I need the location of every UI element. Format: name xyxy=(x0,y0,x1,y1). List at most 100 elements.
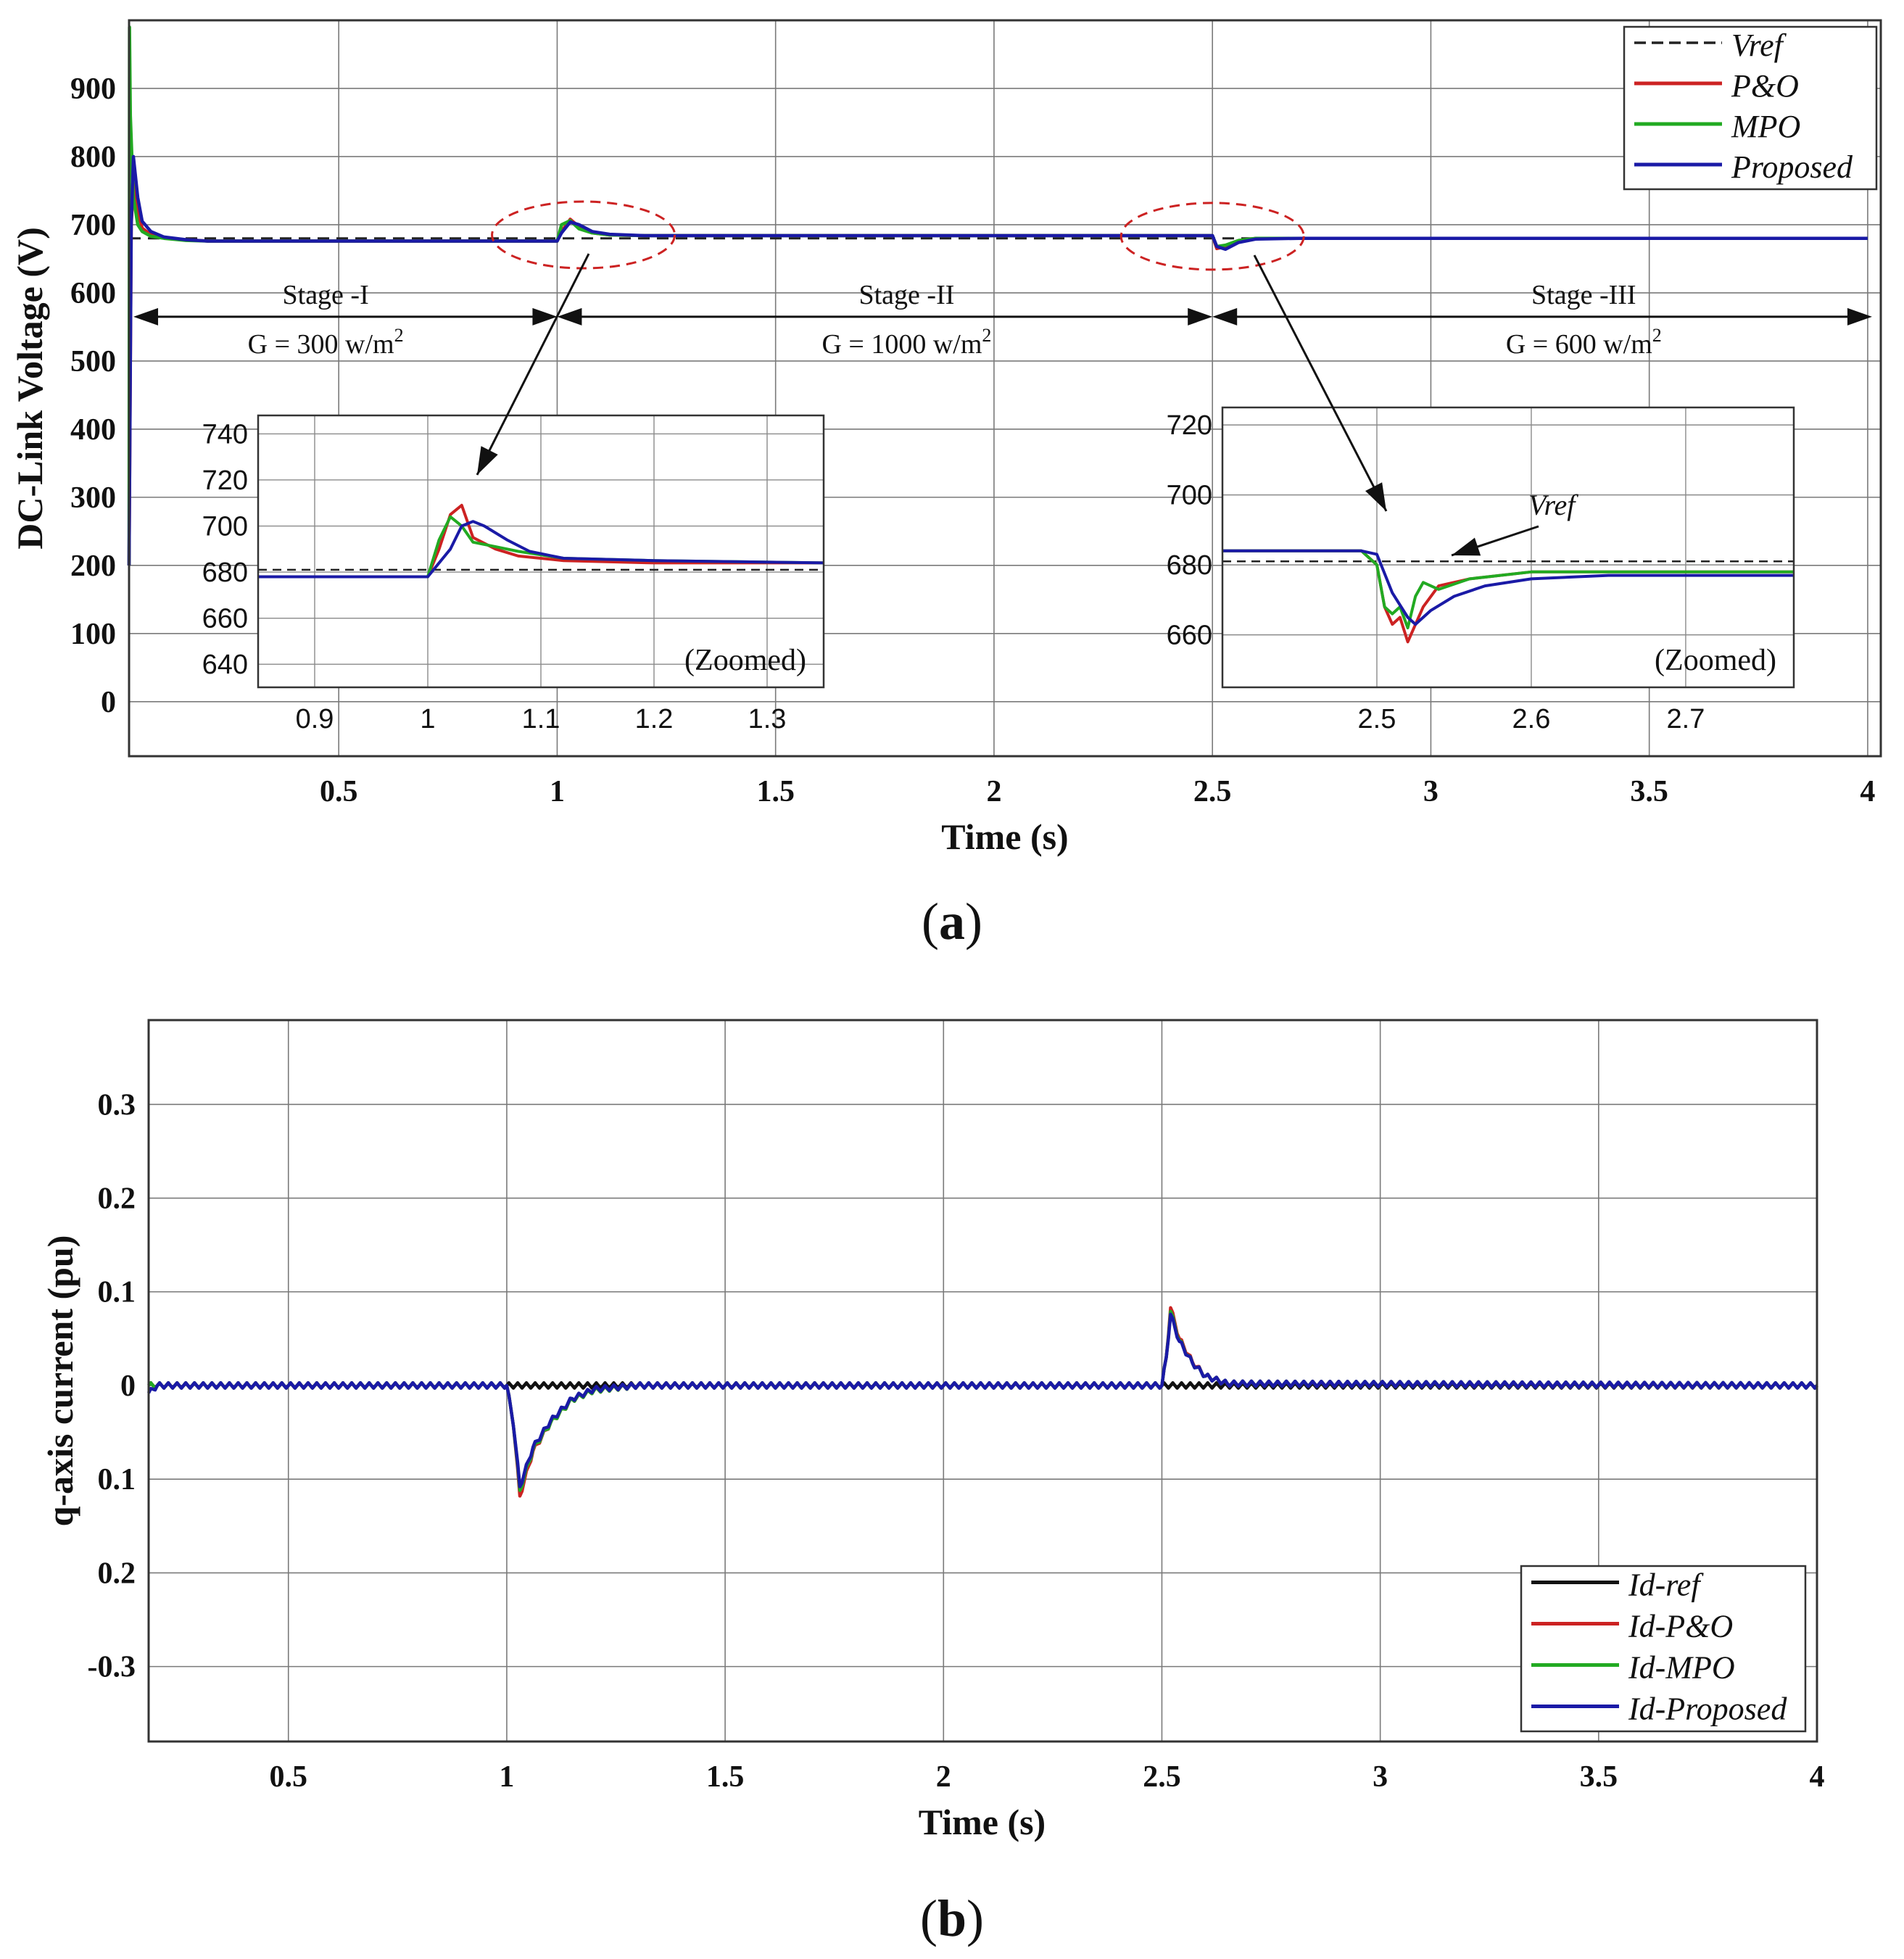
x-tick-label: 0.5 xyxy=(320,775,358,808)
arrow-head-right xyxy=(532,307,558,326)
inset-x-tick-label: 1.2 xyxy=(635,704,674,734)
inset-x-tick-label: 2.5 xyxy=(1358,704,1396,734)
x-tick-label: 2.5 xyxy=(1193,775,1232,808)
pointer-head xyxy=(1452,537,1481,556)
legend: Id-ref Id-P&O Id-MPO Id-Proposed xyxy=(1520,1565,1807,1733)
y-tick-label: 900 xyxy=(70,73,116,106)
plot-frame xyxy=(128,19,1882,758)
inset-x-tick-label: 1.3 xyxy=(748,704,787,734)
y-tick-label: 500 xyxy=(70,345,116,378)
inset-zoom-label: (Zoomed) xyxy=(1655,644,1776,677)
stage-3-arrow xyxy=(1212,307,1872,326)
y-axis-label: DC-Link Voltage (V) xyxy=(9,227,50,549)
y-tick-label: 200 xyxy=(70,550,116,583)
pointer-line xyxy=(476,253,590,476)
x-tick-label: 2 xyxy=(936,1760,951,1794)
zoom-ellipse-left xyxy=(491,200,676,270)
arrow-head-right xyxy=(1188,307,1213,326)
chart-panel-b: 0.5 1 1.5 2 2.5 3 3.5 4 0.3 0.2 0.1 0 0.1 0.2 -0.3 Time… xyxy=(40,1019,1825,1947)
vref-pointer-arrow xyxy=(1451,525,1539,557)
series-line-Id-Proposed xyxy=(146,1312,1818,1488)
pointer-arrow-left xyxy=(476,253,590,476)
pointer-line xyxy=(1253,254,1388,512)
y-tick-label: 0.2 xyxy=(98,1183,136,1216)
x-tick-label: 3 xyxy=(1423,775,1439,808)
stage-irradiance: G = 600 w/m2 xyxy=(1506,325,1662,360)
inset-x-tick-label: 1 xyxy=(420,704,435,734)
inset-x-tick-label: 2.6 xyxy=(1512,704,1551,734)
x-tick-label: 4 xyxy=(1810,1760,1825,1794)
y-tick-label: 700 xyxy=(70,209,116,242)
pointer-arrow-right xyxy=(1253,254,1388,512)
inset-series-Proposed xyxy=(1222,549,1794,626)
legend-box xyxy=(1520,1565,1807,1733)
inset-y-tick-label: 740 xyxy=(202,419,248,450)
inset-zoom-left: 0.9 1 1.1 1.2 1.3 640 660 680 700 720 740 (Zoomed) xyxy=(202,414,825,734)
legend-label-Id-ref: Id-ref xyxy=(1628,1567,1704,1603)
y-tick-label: 300 xyxy=(70,481,116,515)
y-tick-label: 0.3 xyxy=(98,1088,136,1122)
x-tick-label: 3 xyxy=(1373,1760,1388,1794)
inset-y-tick-label: 680 xyxy=(1167,550,1212,581)
panel-caption: (a) xyxy=(922,892,982,950)
inset-y-tick-label: 660 xyxy=(1167,621,1212,651)
y-axis-label: q-axis current (pu) xyxy=(40,1235,80,1527)
x-axis-label: Time (s) xyxy=(941,816,1068,857)
y-tick-label: 100 xyxy=(70,618,116,651)
inset-x-tick-label: 1.1 xyxy=(522,704,560,734)
inset-y-tick-label: 700 xyxy=(202,512,248,542)
x-tick-label: 1.5 xyxy=(706,1760,745,1794)
x-tick-label: 2.5 xyxy=(1143,1760,1181,1794)
inset-zoom-label: (Zoomed) xyxy=(684,644,806,677)
legend-box xyxy=(1623,25,1878,191)
legend-label-Id-Proposed: Id-Proposed xyxy=(1628,1691,1787,1727)
y-tick-label: 600 xyxy=(70,277,116,310)
y-tick-label: 0.1 xyxy=(98,1463,136,1496)
legend-label-Id-MPO: Id-MPO xyxy=(1628,1650,1735,1686)
x-tick-label: 0.5 xyxy=(270,1760,308,1794)
x-tick-label: 1 xyxy=(550,775,565,808)
stage-label: Stage -III xyxy=(1531,280,1636,310)
inset-frame xyxy=(257,414,825,689)
stage-label: Stage -II xyxy=(858,280,954,310)
inset-y-tick-label: 640 xyxy=(202,650,248,680)
legend-label-Vref: Vref xyxy=(1731,28,1787,63)
inset-y-tick-label: 720 xyxy=(202,465,248,496)
legend-label-Id-P&O: Id-P&O xyxy=(1628,1609,1733,1644)
y-tick-label: 400 xyxy=(70,413,116,447)
zoom-ellipse-right xyxy=(1119,202,1305,271)
stage-irradiance: G = 300 w/m2 xyxy=(248,325,404,360)
inset-vref-label: Vref xyxy=(1528,489,1578,521)
inset-zoom-right: 2.5 2.6 2.7 660 680 700 720 (Zoomed) Vref xyxy=(1167,406,1795,734)
stage-1-arrow xyxy=(133,307,558,326)
pointer-head xyxy=(1365,482,1386,511)
stage-3: Stage -III G = 600 w/m2 xyxy=(1506,280,1662,360)
inset-x-tick-label: 2.7 xyxy=(1667,704,1705,734)
legend-label-P&O: P&O xyxy=(1731,68,1799,104)
stage-label: Stage -I xyxy=(283,280,369,310)
chart-panel-a: 0.5 1 1.5 2 2.5 3 3.5 4 0 100 200 300 400 500 600 700 80… xyxy=(9,19,1882,950)
inset-x-tick-label: 0.9 xyxy=(296,704,334,734)
stage-2-arrow xyxy=(557,307,1213,326)
y-tick-label: 0.2 xyxy=(98,1557,136,1590)
y-tick-label: 0.1 xyxy=(98,1276,136,1309)
series-line-Proposed xyxy=(127,154,1868,566)
inset-area xyxy=(1222,407,1794,687)
x-axis-label: Time (s) xyxy=(919,1802,1046,1842)
x-tick-label: 4 xyxy=(1860,775,1875,808)
inset-series-P&O xyxy=(258,503,824,579)
x-tick-label: 2 xyxy=(986,775,1001,808)
inset-series-MPO xyxy=(1222,549,1794,629)
x-tick-label: 3.5 xyxy=(1630,775,1668,808)
plot-frame xyxy=(147,1019,1818,1743)
x-tick-label: 1.5 xyxy=(756,775,795,808)
inset-y-tick-label: 680 xyxy=(202,558,248,588)
legend: Vref P&O MPO Proposed xyxy=(1623,25,1878,191)
arrow-head-left xyxy=(557,307,582,326)
x-tick-label: 1 xyxy=(499,1760,514,1794)
pointer-head xyxy=(477,446,498,475)
inset-y-tick-label: 660 xyxy=(202,604,248,634)
inset-y-tick-label: 700 xyxy=(1167,481,1212,511)
stage-2: Stage -II G = 1000 w/m2 xyxy=(821,280,991,360)
